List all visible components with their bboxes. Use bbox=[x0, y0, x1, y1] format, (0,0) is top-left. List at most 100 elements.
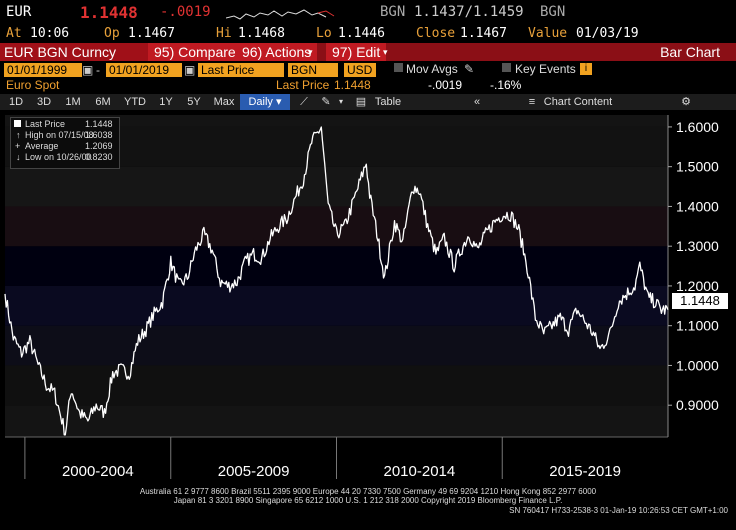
background-band bbox=[5, 325, 668, 366]
table-icon[interactable]: ▤ bbox=[355, 96, 367, 108]
last-change: -.0019 bbox=[428, 78, 463, 92]
mov-avgs-checkbox[interactable] bbox=[394, 63, 403, 72]
frequency-label: Daily bbox=[248, 96, 273, 108]
key-events-label[interactable]: Key Events bbox=[515, 62, 576, 76]
y-axis: 0.9000 1.0000 1.1000 1.2000 1.3000 1.4000 1.50… bbox=[667, 115, 719, 437]
quote-header: EUR 1.1448 -.0019 BGN 1.1437/1.1459 BGN bbox=[0, 3, 736, 24]
currency-selector[interactable]: BGN bbox=[288, 63, 338, 77]
range-1y-button[interactable]: 1Y bbox=[159, 96, 173, 108]
draw-dropdown-icon[interactable]: ▾ bbox=[338, 97, 343, 106]
legend-low-value: 0.8230 bbox=[85, 152, 113, 162]
background-band bbox=[5, 365, 668, 406]
x-tick-label: 2010-2014 bbox=[384, 463, 456, 480]
price-line bbox=[4, 126, 669, 436]
last-pct: -.16% bbox=[490, 78, 522, 92]
lo-label: Lo bbox=[316, 26, 332, 41]
actions-tab[interactable]: 96) Actions bbox=[236, 43, 318, 61]
table-button[interactable]: Table bbox=[374, 96, 402, 108]
edit-tab[interactable]: 97) Edit bbox=[326, 43, 387, 61]
ticker: EUR bbox=[6, 4, 32, 20]
frequency-selector[interactable]: Daily ▾ bbox=[240, 94, 290, 110]
y-tick-label: 1.5000 bbox=[676, 159, 719, 175]
y-tick-label: 1.4000 bbox=[676, 198, 719, 214]
legend-high-value: 1.6038 bbox=[85, 130, 113, 140]
settings-gear-icon[interactable]: ⚙ bbox=[681, 96, 691, 108]
legend-series-value: 1.1448 bbox=[85, 119, 113, 129]
legend-high-label: High on 07/15/08 bbox=[25, 130, 94, 140]
options-bar: 01/01/1999 ▣ - 01/01/2019 ▣ Last Price B… bbox=[0, 62, 736, 78]
end-date-field[interactable]: 01/01/2019 bbox=[106, 63, 182, 77]
legend-series-name: Last Price bbox=[25, 119, 66, 129]
function-tab-bar: EUR BGN Curncy 95) Compare 96) Actions ▾… bbox=[0, 43, 736, 61]
chart-type-label: Bar Chart bbox=[660, 44, 720, 60]
x-axis: 2000-2004 2005-2009 2010-2014 2015-2019 bbox=[5, 436, 668, 480]
footer-session: SN 760417 H733-2538-3 01-Jan-19 10:26:53… bbox=[509, 506, 728, 515]
legend-avg-label: Average bbox=[25, 141, 59, 151]
range-max-button[interactable]: Max bbox=[213, 96, 235, 108]
range-5y-button[interactable]: 5Y bbox=[187, 96, 201, 108]
hi-value: 1.1468 bbox=[238, 26, 285, 41]
background-band bbox=[5, 246, 668, 286]
time: 10:06 bbox=[30, 26, 70, 41]
value-label: Value bbox=[528, 26, 568, 41]
background-band bbox=[5, 115, 668, 127]
value-date: 01/03/19 bbox=[576, 26, 639, 41]
quote-ccy-2: BGN bbox=[540, 4, 566, 20]
info-line: Euro Spot Last Price 1.1448 -.0019 -.16% bbox=[0, 78, 736, 92]
range-6m-button[interactable]: 6M bbox=[95, 96, 111, 108]
range-ytd-button[interactable]: YTD bbox=[124, 96, 146, 108]
key-events-checkbox[interactable] bbox=[502, 63, 511, 72]
chart-content-button[interactable]: Chart Content bbox=[543, 96, 613, 108]
y-tick-label: 1.2000 bbox=[676, 278, 719, 294]
legend-avg-value: 1.2069 bbox=[85, 141, 113, 151]
actions-dropdown-icon[interactable]: ▾ bbox=[308, 47, 313, 57]
line-chart-icon[interactable]: ⟋ bbox=[300, 96, 308, 108]
background-band bbox=[5, 405, 668, 437]
date-separator: - bbox=[96, 63, 100, 77]
mov-avgs-label[interactable]: Mov Avgs bbox=[406, 62, 458, 76]
y-tick-label: 1.0000 bbox=[676, 357, 719, 373]
x-tick-label: 2005-2009 bbox=[218, 463, 290, 480]
security-name: Euro Spot bbox=[6, 78, 60, 92]
calendar-icon-2[interactable]: ▣ bbox=[184, 63, 196, 77]
at-label: At bbox=[6, 26, 22, 41]
start-date-field[interactable]: 01/01/1999 bbox=[4, 63, 82, 77]
footer-copyright: Japan 81 3 3201 8900 Singapore 65 6212 1… bbox=[173, 496, 563, 505]
legend-low-label: Low on 10/26/00 bbox=[25, 152, 92, 162]
high-arrow-icon: ↑ bbox=[16, 130, 21, 140]
pencil-icon[interactable]: ✎ bbox=[464, 62, 475, 76]
chart-content-icon[interactable]: ≡ bbox=[528, 96, 536, 108]
background-band bbox=[5, 166, 668, 207]
price: 1.1448 bbox=[80, 3, 138, 22]
draw-icon[interactable]: ✎ bbox=[321, 96, 331, 108]
sparkline-icon bbox=[226, 9, 335, 20]
calendar-icon[interactable]: ▣ bbox=[82, 63, 94, 77]
legend-swatch bbox=[14, 120, 21, 127]
bid-ask: 1.1437/1.1459 bbox=[414, 4, 524, 20]
field-selector[interactable]: Last Price bbox=[198, 63, 284, 77]
y-tick-label: 1.1000 bbox=[676, 318, 719, 334]
range-3d-button[interactable]: 3D bbox=[36, 96, 52, 108]
security-tab[interactable]: EUR BGN Curncy bbox=[0, 43, 148, 61]
range-1m-button[interactable]: 1M bbox=[65, 96, 81, 108]
op-label: Op bbox=[104, 26, 120, 41]
last-price-label: Last Price bbox=[276, 78, 330, 92]
background-band bbox=[5, 285, 668, 326]
range-button-bar: 1D 3D 1M 6M YTD 1Y 5Y Max Daily ▾ ⟋ ✎ ▾ … bbox=[0, 94, 736, 110]
info-icon[interactable]: i bbox=[580, 63, 592, 75]
edit-dropdown-icon[interactable]: ▾ bbox=[383, 47, 388, 57]
hi-label: Hi bbox=[216, 26, 232, 41]
footer-contacts: Australia 61 2 9777 8600 Brazil 5511 239… bbox=[139, 487, 597, 496]
last-price-value: 1.1448 bbox=[334, 78, 371, 92]
range-1d-button[interactable]: 1D bbox=[8, 96, 24, 108]
compare-tab[interactable]: 95) Compare bbox=[148, 43, 242, 61]
y-tick-label: 1.3000 bbox=[676, 238, 719, 254]
collapse-icon[interactable]: « bbox=[473, 96, 481, 108]
low-arrow-icon: ↓ bbox=[16, 152, 21, 162]
lo-value: 1.1446 bbox=[338, 26, 385, 41]
currency-selector-2[interactable]: USD bbox=[344, 63, 376, 77]
y-tick-label: 0.9000 bbox=[676, 397, 719, 413]
chart-legend[interactable]: Last Price 1.1448 ↑ High on 07/15/08 1.6… bbox=[10, 117, 120, 169]
x-tick-label: 2015-2019 bbox=[549, 463, 621, 480]
x-tick-label: 2000-2004 bbox=[62, 463, 134, 480]
